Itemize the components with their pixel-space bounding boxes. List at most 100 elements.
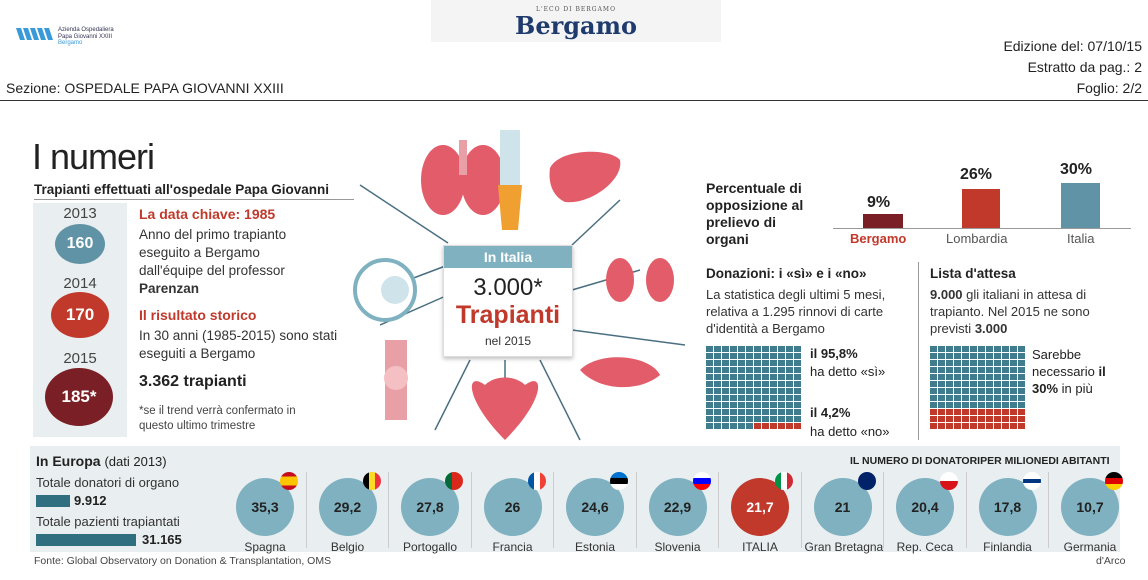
waffle-cell: [1018, 381, 1025, 387]
historic-text: In 30 anni (1985-2015) sono stati esegui…: [139, 328, 338, 361]
waffle-cell: [770, 367, 777, 373]
waffle-cell: [954, 416, 961, 422]
waffle-cell: [986, 388, 993, 394]
waffle-cell: [762, 388, 769, 394]
waffle-cell: [1018, 367, 1025, 373]
waiting-text: 9.000 gli italiani in attesa di trapiant…: [930, 287, 1090, 336]
waffle-cell: [970, 388, 977, 394]
waffle-cell: [730, 367, 737, 373]
waffle-cell: [938, 395, 945, 401]
waffle-cell: [946, 395, 953, 401]
waffle-cell: [762, 416, 769, 422]
waffle-cell: [770, 416, 777, 422]
waffle-cell: [762, 395, 769, 401]
waffle-cell: [1010, 346, 1017, 352]
waffle-cell: [954, 360, 961, 366]
waffle-cell: [738, 367, 745, 373]
waffle-cell: [738, 374, 745, 380]
waffle-cell: [786, 374, 793, 380]
waffle-cell: [778, 374, 785, 380]
country-pt: 27,8 Portogallo: [392, 472, 468, 554]
waffle-cell: [1018, 416, 1025, 422]
waffle-cell: [762, 374, 769, 380]
waffle-cell: [770, 423, 777, 429]
historic-value: 3.362 trapianti: [139, 373, 247, 390]
waffle-cell: [1002, 374, 1009, 380]
waffle-cell: [962, 374, 969, 380]
waffle-cell: [770, 395, 777, 401]
italy-transplants-box: In Italia 3.000* Trapianti nel 2015: [443, 245, 573, 357]
waffle-cell: [954, 423, 961, 429]
waffle-cell: [722, 346, 729, 352]
waffle-cell: [794, 416, 801, 422]
waffle-cell: [1018, 388, 1025, 394]
liver-icon: [549, 151, 621, 203]
waffle-cell: [738, 423, 745, 429]
waffle-cell: [970, 360, 977, 366]
europe-title: In Europa (dati 2013): [36, 453, 167, 469]
country-divider: [965, 472, 967, 548]
waffle-cell: [962, 409, 969, 415]
country-value: 24,6: [581, 499, 609, 515]
waffle-cell: [706, 409, 713, 415]
hospital-logo-text: Azienda Ospedaliera Papa Giovanni XXIII …: [58, 27, 114, 46]
country-cz: 20,4 Rep. Ceca: [887, 472, 963, 554]
yes-text: ha detto «sì»: [810, 364, 886, 379]
waffle-cell: [738, 360, 745, 366]
waiting-waffle: [930, 346, 1025, 429]
country-divider: [883, 472, 884, 548]
waffle-cell: [1018, 346, 1025, 352]
flag-si-icon: [692, 472, 711, 490]
waffle-cell: [794, 367, 801, 373]
waffle-cell: [722, 360, 729, 366]
hospital-logo-icon: [16, 28, 53, 40]
waffle-cell: [754, 381, 761, 387]
edition-date: Edizione del: 07/10/15: [1003, 38, 1142, 54]
country-name: Belgio: [330, 540, 365, 554]
waffle-cell: [938, 374, 945, 380]
waffle-cell: [714, 409, 721, 415]
waffle-cell: [986, 374, 993, 380]
country-name: Rep. Ceca: [896, 540, 954, 554]
waffle-cell: [722, 381, 729, 387]
country-divider: [470, 472, 472, 548]
waffle-cell: [930, 409, 937, 415]
waffle-cell: [754, 374, 761, 380]
waffle-cell: [738, 395, 745, 401]
country-name: ITALIA: [742, 540, 778, 554]
waffle-cell: [714, 402, 721, 408]
waffle-cell: [730, 374, 737, 380]
organs-illustration: [353, 130, 686, 441]
waffle-cell: [1018, 402, 1025, 408]
waffle-cell: [930, 374, 937, 380]
waffle-cell: [946, 360, 953, 366]
waffle-cell: [714, 346, 721, 352]
waffle-cell: [994, 353, 1001, 359]
historic-title: Il risultato storico: [139, 307, 257, 323]
waffle-cell: [1002, 381, 1009, 387]
waffle-cell: [738, 402, 745, 408]
waffle-cell: [738, 409, 745, 415]
waffle-cell: [970, 367, 977, 373]
waffle-cell: [986, 395, 993, 401]
flag-pt-icon: [445, 472, 463, 490]
waffle-cell: [994, 402, 1001, 408]
country-es: 35,3 Spagna: [227, 472, 303, 554]
waffle-cell: [730, 395, 737, 401]
waffle-cell: [762, 423, 769, 429]
waffle-cell: [994, 388, 1001, 394]
waffle-cell: [746, 395, 753, 401]
italy-number: 3.000*: [473, 274, 543, 301]
waffle-cell: [938, 416, 945, 422]
waffle-cell: [978, 388, 985, 394]
waffle-cell: [970, 402, 977, 408]
waffle-cell: [746, 353, 753, 359]
country-value: 17,8: [993, 499, 1022, 515]
country-value: 29,2: [333, 499, 362, 515]
waffle-cell: [978, 381, 985, 387]
waffle-cell: [978, 423, 985, 429]
bar-italia: [1061, 183, 1100, 228]
patients-value: 31.165: [142, 532, 182, 547]
country-si: 22,9 Slovenia: [640, 472, 716, 554]
country-value-circle: 24,6: [566, 472, 628, 536]
